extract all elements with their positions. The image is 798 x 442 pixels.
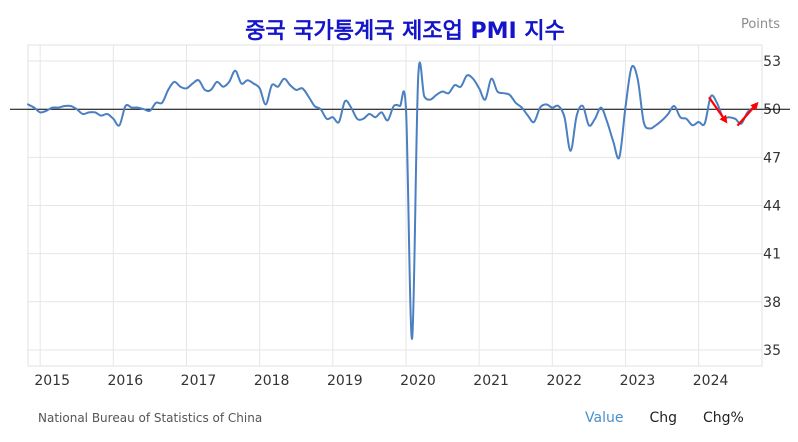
plot-border bbox=[27, 44, 763, 367]
view-tabs: Value Chg Chg% bbox=[585, 410, 744, 426]
source-label: National Bureau of Statistics of China bbox=[38, 411, 263, 425]
x-tick-labels: 2015 2016 2017 2018 2019 2020 2021 2022 2023 2024 bbox=[34, 373, 728, 389]
tab-chg[interactable]: Chg bbox=[649, 410, 677, 426]
x-tick-label: 2019 bbox=[327, 373, 363, 389]
pmi-series-line bbox=[27, 61, 755, 340]
y-tick-label: 50 bbox=[763, 102, 781, 118]
x-tick-label: 2018 bbox=[254, 373, 290, 389]
x-tick-label: 2017 bbox=[181, 373, 217, 389]
tab-chg-percent[interactable]: Chg% bbox=[703, 410, 744, 426]
x-tick-label: 2023 bbox=[620, 373, 656, 389]
chart-title: 중국 국가통계국 제조업 PMI 지수 bbox=[245, 19, 565, 44]
y-tick-label: 38 bbox=[763, 295, 781, 311]
y-tick-label: 53 bbox=[763, 54, 781, 70]
x-tick-label: 2020 bbox=[400, 373, 436, 389]
annotations bbox=[708, 96, 759, 127]
x-tick-label: 2024 bbox=[693, 373, 729, 389]
y-tick-label: 41 bbox=[763, 247, 781, 263]
x-tick-label: 2016 bbox=[108, 373, 144, 389]
x-tick-label: 2015 bbox=[34, 373, 70, 389]
y-tick-labels: 53 50 47 44 41 38 35 bbox=[763, 54, 781, 359]
x-tick-label: 2021 bbox=[473, 373, 509, 389]
x-tick-label: 2022 bbox=[546, 373, 582, 389]
annotation-arrow bbox=[708, 96, 728, 124]
y-tick-label: 47 bbox=[763, 150, 781, 166]
annotation-arrow bbox=[736, 101, 759, 127]
x-grid-lines bbox=[39, 45, 700, 366]
y-tick-label: 44 bbox=[763, 199, 781, 215]
y-unit-label: Points bbox=[741, 17, 780, 32]
tab-value[interactable]: Value bbox=[585, 410, 624, 426]
y-tick-label: 35 bbox=[763, 343, 781, 359]
